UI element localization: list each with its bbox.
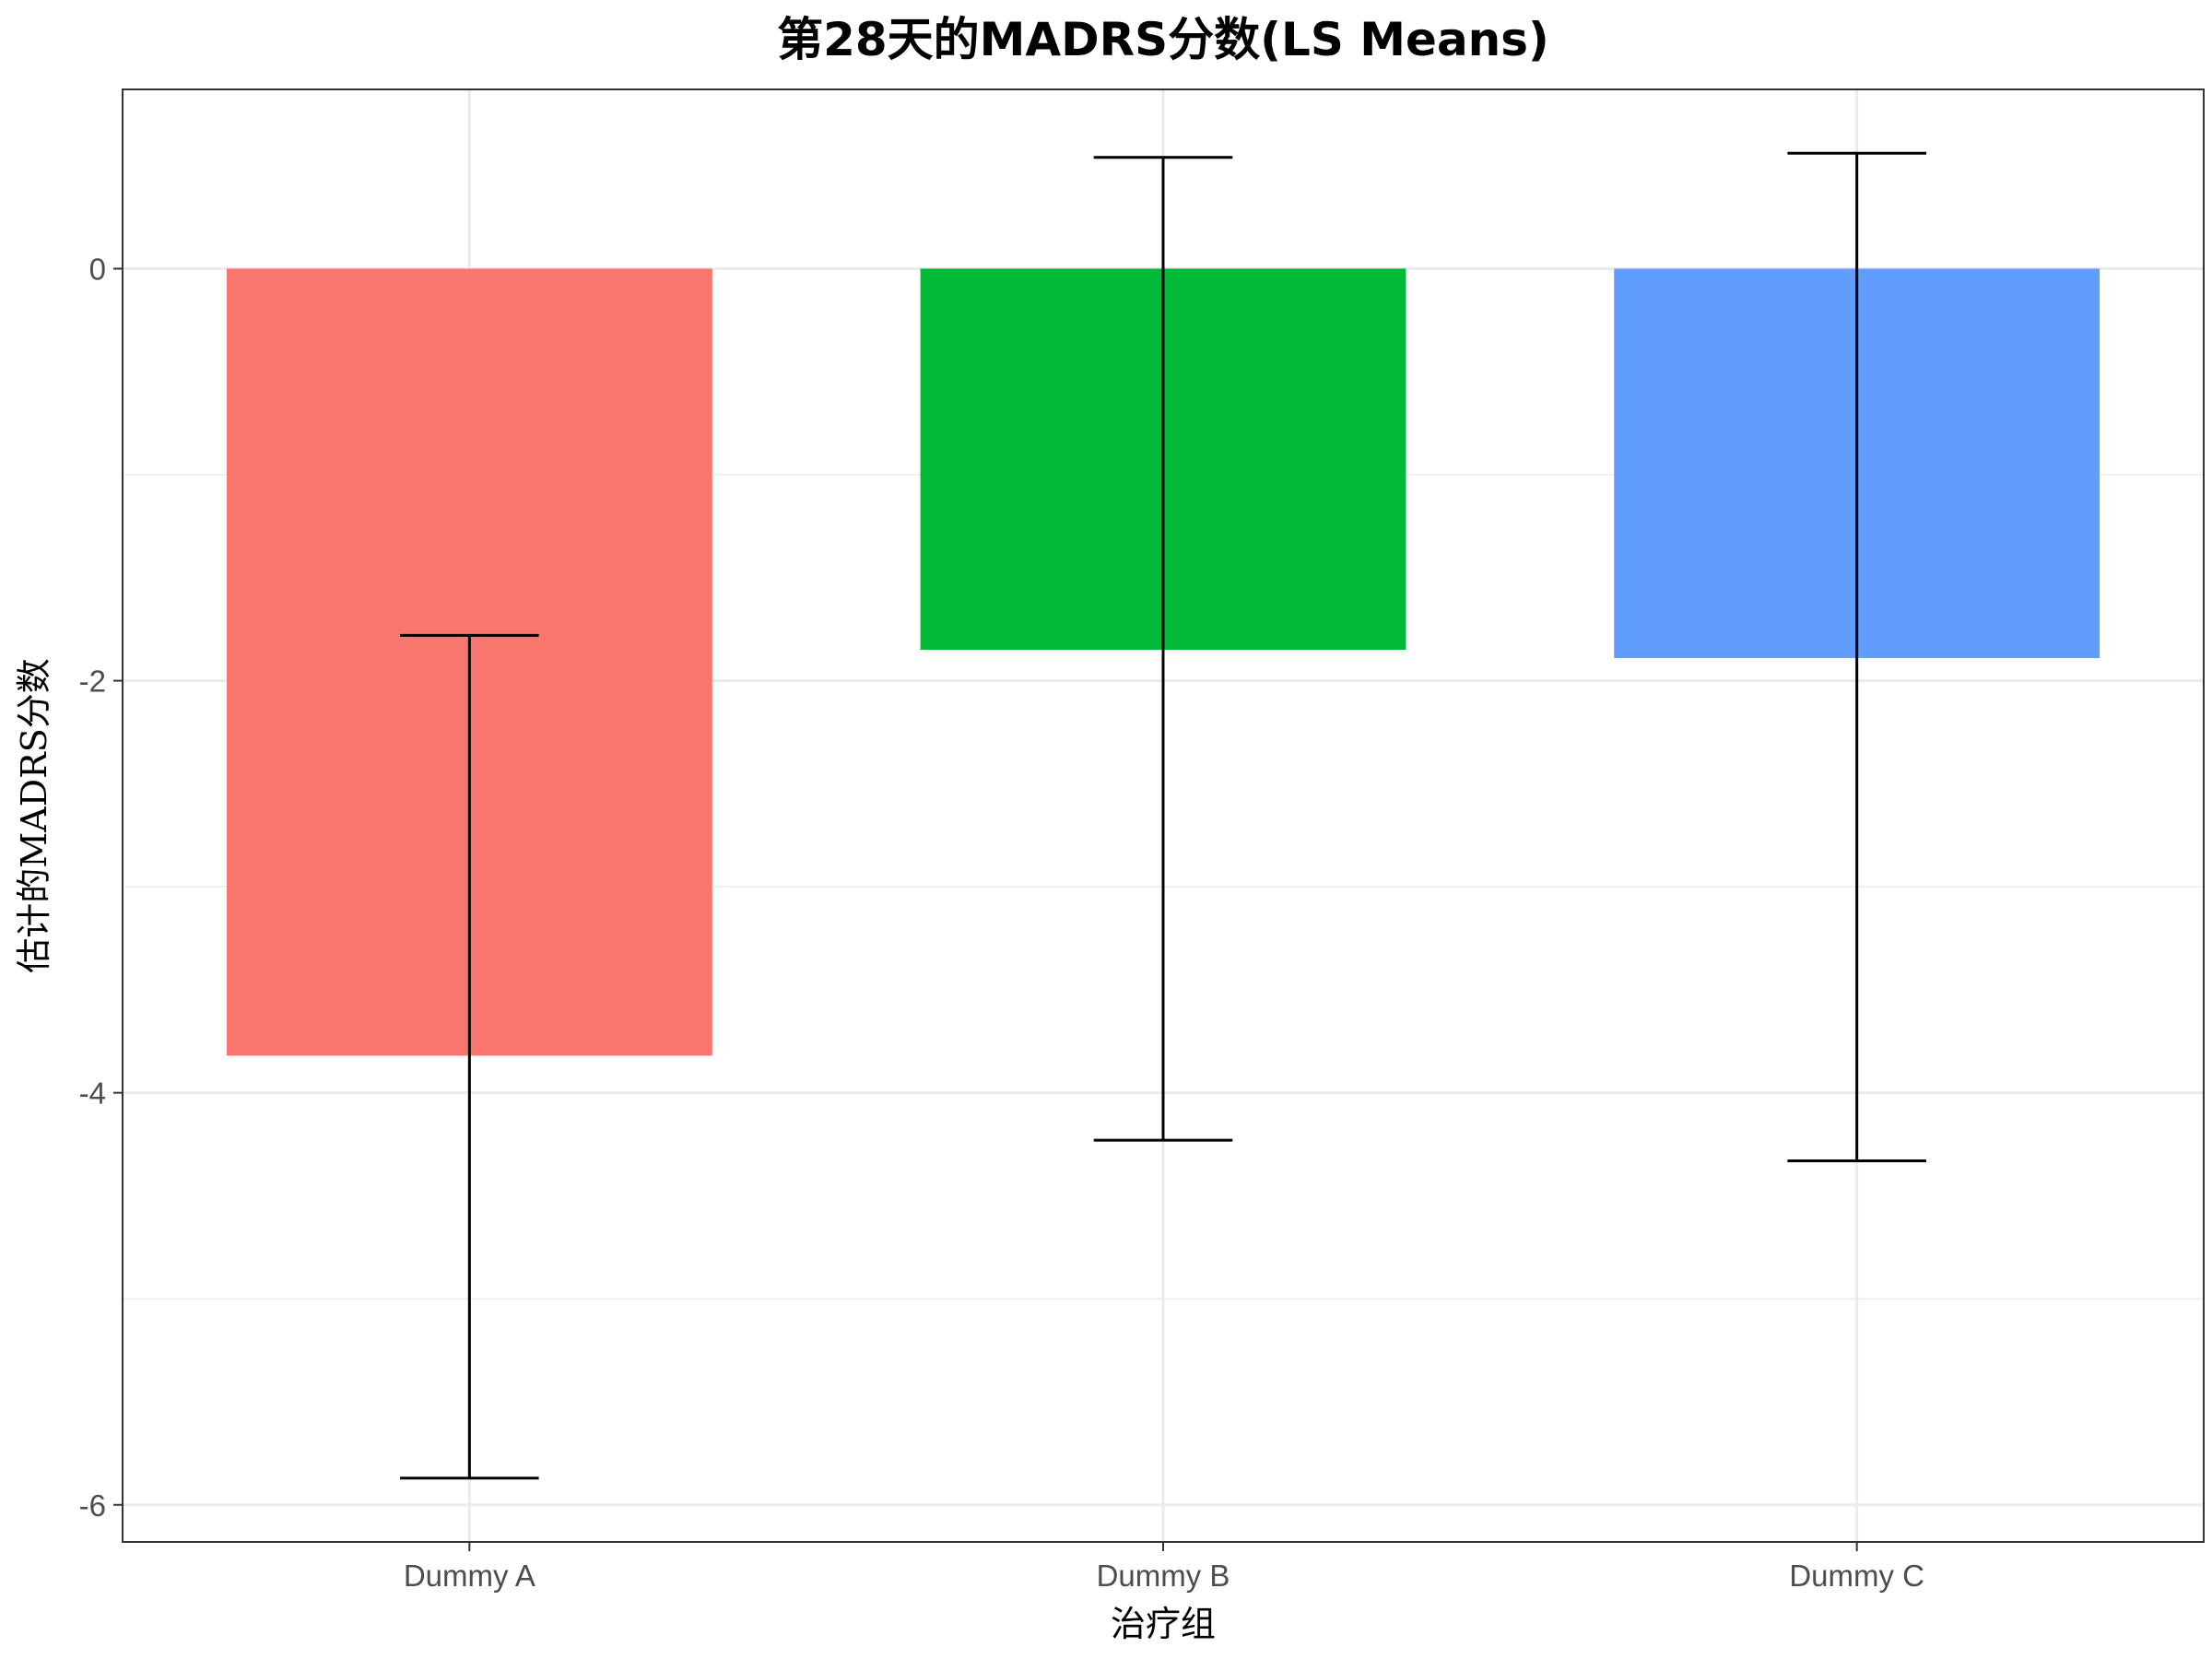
chart-title: 第28天的MADRS分数(LS Means): [777, 13, 1549, 66]
y-axis-title: 估计的MADRS分数: [14, 658, 54, 972]
x-tick-label: Dummy C: [1789, 1559, 1924, 1593]
x-tick-label: Dummy B: [1097, 1559, 1230, 1593]
error-bar: [1093, 156, 1233, 1142]
y-tick-label: 0: [89, 252, 106, 286]
x-axis-title: 治疗组: [1111, 1604, 1216, 1644]
error-bar: [1787, 151, 1926, 1162]
y-tick-label: -2: [79, 665, 106, 699]
error-bars: [400, 151, 1926, 1480]
axis-ticks: 0 -2 -4 -6 Dummy A Dummy B Dummy C: [79, 252, 1924, 1593]
error-bar: [400, 633, 539, 1480]
x-tick-label: Dummy A: [404, 1559, 535, 1593]
y-tick-label: -4: [79, 1077, 106, 1111]
y-tick-label: -6: [79, 1488, 106, 1523]
